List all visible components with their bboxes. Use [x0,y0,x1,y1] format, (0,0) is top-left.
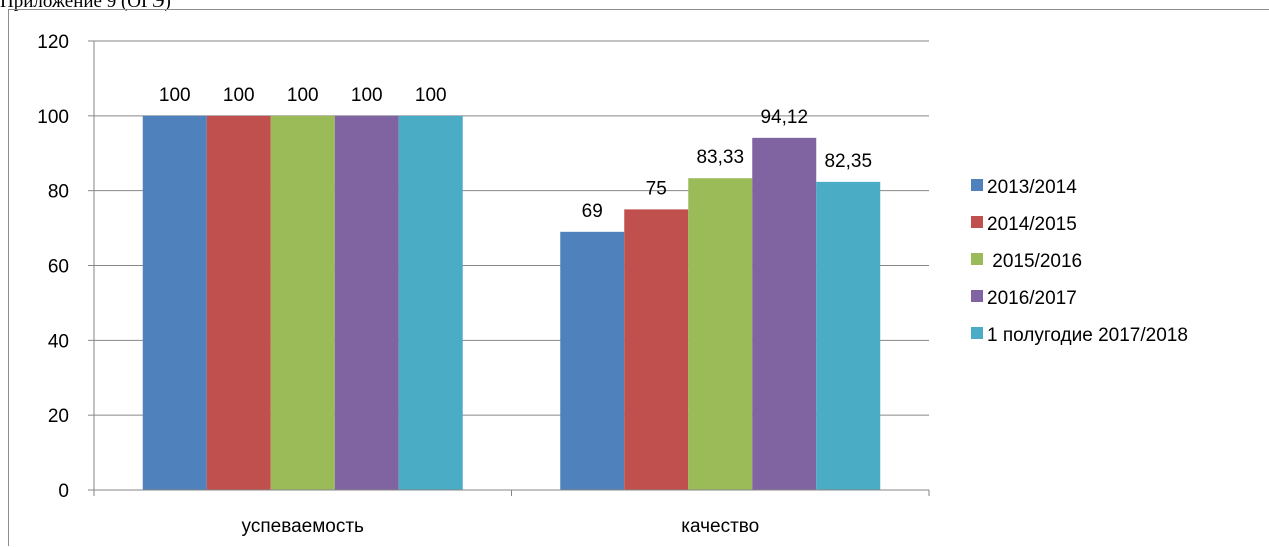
legend-label: 1 полугодие 2017/2018 [987,325,1188,346]
x-category-label: качество [681,516,759,537]
bar [334,115,399,490]
data-label: 100 [287,85,319,106]
bar [142,115,207,490]
bar [816,181,881,490]
y-tick-label: 40 [48,331,69,352]
data-label: 82,35 [824,151,872,172]
data-label: 69 [582,201,603,222]
legend-swatch [971,253,983,265]
x-category-label: успеваемость [242,516,364,537]
data-label: 94,12 [760,107,808,128]
legend-swatch [971,290,983,302]
y-tick-label: 80 [48,182,69,203]
legend-swatch [971,179,983,191]
data-label: 100 [223,85,255,106]
axes: 0 20 40 60 80 100 120 успеваемость качество [37,32,930,537]
chart-frame: 0 20 40 60 80 100 120 успеваемость качество 100 1… [8,9,1269,546]
y-tick-label: 0 [58,481,69,502]
y-tick-label: 60 [48,257,69,278]
y-tick-label: 100 [37,107,69,128]
y-tick-label: 120 [37,32,69,53]
bar [560,231,625,490]
y-tick-label: 20 [48,406,69,427]
bar [688,178,753,490]
data-label: 75 [646,178,667,199]
legend-label: 2016/2017 [987,288,1077,309]
bar [398,115,463,490]
legend-swatch [971,327,983,339]
bars [142,115,881,490]
bar [624,209,689,490]
bar [270,115,335,490]
data-label: 100 [159,85,191,106]
bar [206,115,271,490]
legend-label: 2015/2016 [987,251,1082,272]
data-label: 100 [351,85,383,106]
legend-label: 2014/2015 [987,214,1077,235]
legend-swatch [971,216,983,228]
legend-label: 2013/2014 [987,177,1077,198]
data-label: 100 [415,85,447,106]
legend: 2013/2014 2014/2015 2015/2016 2016/2017 1 п… [971,177,1188,346]
bar [752,137,817,490]
data-labels: 100 100 100 100 100 69 75 83,33 94,12 82,35 [159,85,872,222]
data-label: 83,33 [696,147,744,168]
